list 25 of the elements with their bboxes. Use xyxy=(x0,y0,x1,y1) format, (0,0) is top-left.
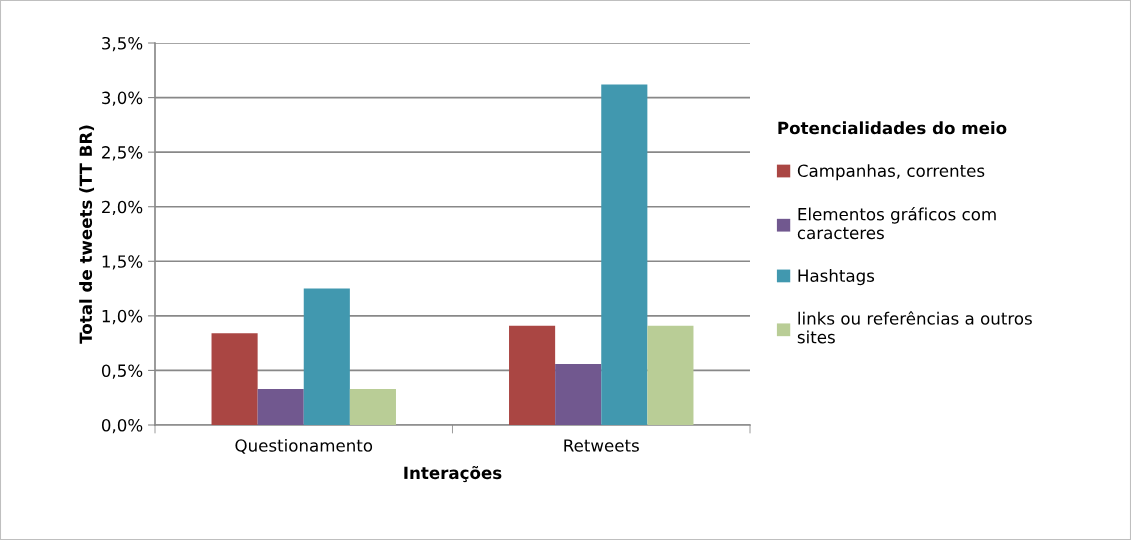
legend-label: Campanhas, correntes xyxy=(797,164,985,181)
legend-title: Potencialidades do meio xyxy=(778,121,1007,135)
bar xyxy=(349,388,396,425)
y-tick-label: 1,0% xyxy=(102,309,143,325)
y-tick-label: 3,5% xyxy=(102,36,143,52)
y-tick-label: 3,0% xyxy=(102,91,143,106)
bar xyxy=(211,333,258,425)
y-tick-label: 2,5% xyxy=(102,146,143,161)
y-tick-label: 0,5% xyxy=(101,364,143,379)
y-axis-title: Total de tweets (TT BR) xyxy=(79,125,95,344)
y-tick-label: 2,0% xyxy=(102,200,143,215)
bar xyxy=(303,288,350,425)
x-axis-title: Interações xyxy=(404,465,502,483)
bar xyxy=(509,325,556,425)
y-tick-label: 0,0% xyxy=(101,418,143,434)
bar xyxy=(601,84,648,425)
y-tick-label: 1,5% xyxy=(102,255,143,270)
x-tick-label: Retweets xyxy=(564,439,639,452)
x-tick-label: Questionamento xyxy=(235,438,373,454)
bar xyxy=(257,388,304,425)
bar xyxy=(647,325,694,425)
bar xyxy=(555,363,602,425)
legend-label: Elementos gráficos com caracteres xyxy=(797,206,996,240)
legend-label: links ou referências a outros sites xyxy=(797,311,1032,344)
legend-label: Hashtags xyxy=(798,269,875,286)
